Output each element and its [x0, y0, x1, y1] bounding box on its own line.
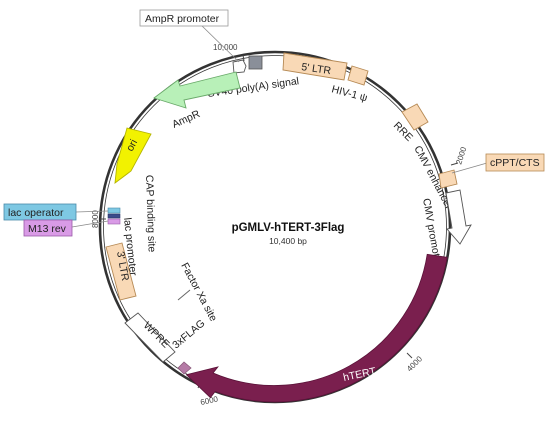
- ampr-promoter-feature[interactable]: [232, 59, 247, 74]
- m13rev-leader: [71, 220, 109, 228]
- cppt-feature[interactable]: [438, 169, 458, 189]
- lac-operator-leader: [75, 210, 109, 213]
- m13rev-callout: [23, 219, 73, 237]
- plasmid-name: pGMLV-hTERT-3Flag: [232, 222, 345, 234]
- flag-label: 3xFLAG: [170, 317, 207, 351]
- m13rev-feature[interactable]: [107, 218, 121, 225]
- cppt-label: cPPT/CTS: [490, 157, 540, 169]
- rre-feature[interactable]: [401, 103, 429, 131]
- sv40-polya-feature[interactable]: [248, 55, 263, 70]
- cap-site-label: CAP binding site: [143, 175, 158, 253]
- ampr-feature[interactable]: [153, 71, 241, 109]
- tick-label-2000: 2000: [454, 145, 468, 165]
- ltr5-label: 5' LTR: [301, 61, 333, 77]
- cppt-callout: [485, 153, 545, 172]
- ampr-promoter-leader: [199, 23, 240, 63]
- hiv-psi-feature[interactable]: [347, 65, 369, 86]
- ltr3-label: 3' LTR: [114, 250, 131, 282]
- lac-promoter-feature[interactable]: [107, 213, 121, 219]
- tick-label-8000: 8000: [91, 210, 100, 228]
- tick-label-4000: 4000: [405, 354, 424, 373]
- tick-label-6000: 6000: [200, 394, 220, 407]
- lac-operator-feature[interactable]: [107, 207, 121, 214]
- wpre-feature[interactable]: [124, 312, 176, 363]
- flag-feature[interactable]: [177, 361, 192, 375]
- ltr3-feature[interactable]: [105, 242, 137, 301]
- lac-operator-label: lac operator: [8, 207, 64, 219]
- cppt-leader: [451, 162, 488, 174]
- ori-feature[interactable]: [114, 127, 152, 184]
- tick-label-10000: 10,000: [213, 43, 238, 52]
- cmv-promoter-feature[interactable]: [445, 189, 472, 245]
- m13rev-label: M13 rev: [28, 223, 67, 235]
- ampr-promoter-label: AmpR promoter: [145, 13, 220, 25]
- htert-feature[interactable]: [185, 253, 448, 403]
- plasmid-size: 10,400 bp: [269, 236, 307, 246]
- ampr-promoter-callout: [139, 9, 229, 27]
- hiv-psi-label: HIV-1 ψ: [330, 83, 369, 104]
- ltr5-feature[interactable]: [282, 52, 348, 81]
- factor-xa-label: Factor Xa site: [178, 261, 219, 324]
- ori-label: ori: [124, 137, 140, 153]
- ampr-label: AmpR: [170, 108, 202, 131]
- factor-xa-feature[interactable]: [177, 289, 191, 301]
